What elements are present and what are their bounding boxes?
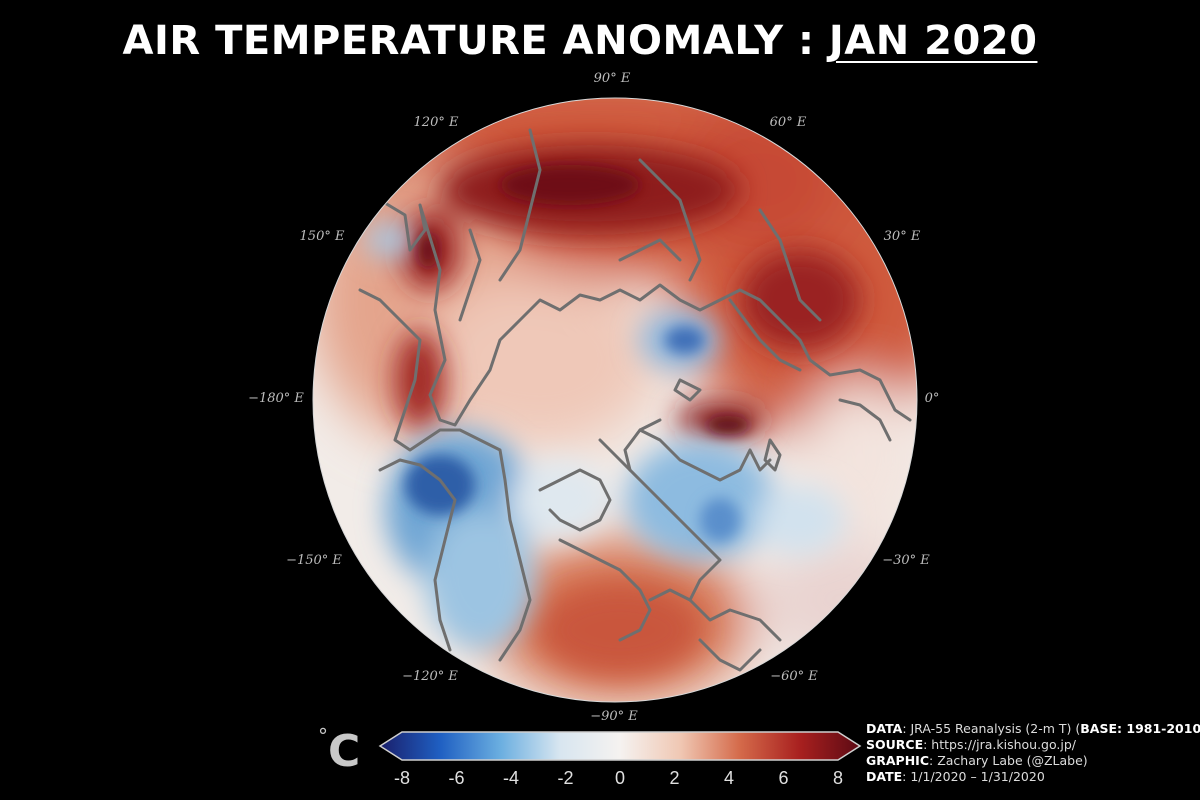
lon-label-150e: 150° E	[300, 229, 345, 244]
unit-label: °C	[318, 724, 361, 777]
unit-degree: °	[318, 724, 328, 748]
unit-letter: C	[328, 726, 361, 777]
colorbar: -8 -6 -4 -2 0 2 4 6 8	[378, 731, 862, 788]
credit-source: SOURCE: https://jra.kishou.go.jp/	[866, 737, 1077, 752]
colorbar-tick-label: 6	[778, 768, 788, 788]
lon-label-90w: −90° E	[590, 709, 638, 724]
anomaly-field	[313, 98, 917, 702]
globe-outline	[312, 97, 918, 703]
colorbar-tick-label: 4	[724, 768, 734, 788]
credit-data: DATA: JRA-55 Reanalysis (2-m T) (BASE: 1…	[866, 721, 1200, 736]
colorbar-tick-label: -4	[503, 768, 519, 788]
colorbar-ticks: -8 -6 -4 -2 0 2 4 6 8	[394, 768, 843, 788]
title-main: AIR TEMPERATURE ANOMALY :	[122, 18, 829, 64]
lon-label-180e: −180° E	[248, 391, 304, 406]
colorbar-gradient	[378, 731, 862, 761]
map-title: AIR TEMPERATURE ANOMALY : JAN 2020	[0, 18, 1160, 64]
colorbar-tick-label: 2	[669, 768, 679, 788]
lon-label-90e: 90° E	[594, 71, 631, 86]
colorbar-tick-label: 8	[833, 768, 843, 788]
lon-label-60w: −60° E	[770, 669, 818, 684]
colorbar-tick-label: -8	[394, 768, 410, 788]
lon-label-120e: 120° E	[414, 115, 459, 130]
lon-label-150w: −150° E	[286, 553, 342, 568]
credit-date: DATE: 1/1/2020 – 1/31/2020	[866, 769, 1045, 784]
colorbar-tick-label: 0	[615, 768, 625, 788]
lon-label-120w: −120° E	[402, 669, 458, 684]
title-period: JAN 2020	[828, 18, 1038, 64]
credits-block: DATA: JRA-55 Reanalysis (2-m T) (BASE: 1…	[866, 721, 1200, 785]
lon-label-30e: 30° E	[884, 229, 921, 244]
colorbar-tick-label: -2	[557, 768, 573, 788]
longitude-labels: 90° E 120° E 60° E 150° E 30° E −180° E …	[248, 71, 939, 724]
lon-label-0: 0°	[925, 391, 940, 406]
lon-label-60e: 60° E	[770, 115, 807, 130]
credit-graphic: GRAPHIC: Zachary Labe (@ZLabe)	[866, 753, 1088, 768]
coastlines	[358, 128, 912, 672]
lon-label-30w: −30° E	[882, 553, 930, 568]
colorbar-tick-label: -6	[448, 768, 464, 788]
